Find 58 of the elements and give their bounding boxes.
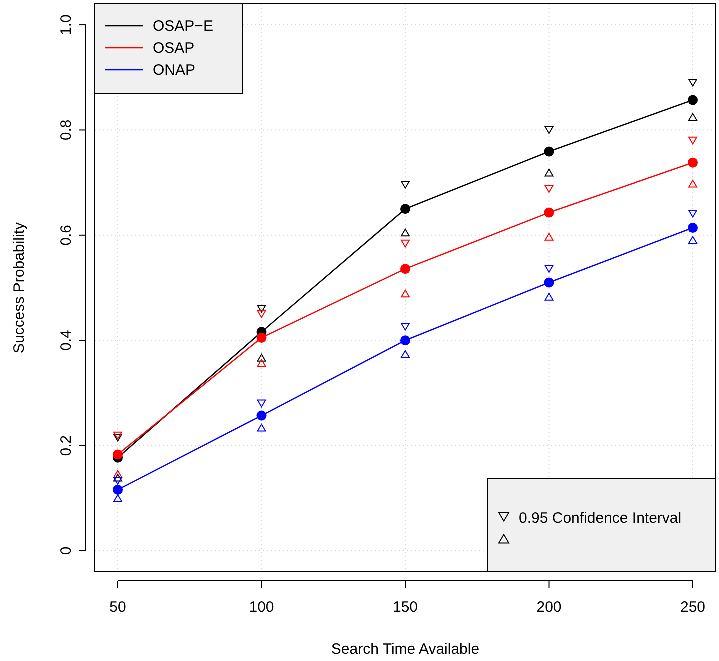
point [544, 293, 554, 301]
point [544, 278, 554, 288]
point [257, 359, 266, 368]
point [688, 95, 698, 106]
annotation: 0.95 Confidence Interval [519, 510, 682, 527]
x-tick-label: 50 [110, 599, 126, 616]
point [400, 336, 410, 346]
point [688, 180, 698, 188]
y-tick-label: 0.6 [58, 224, 75, 246]
point [257, 310, 266, 318]
point [257, 424, 266, 432]
point [401, 350, 410, 358]
y-tick-label: 0.2 [58, 435, 75, 456]
point [688, 210, 698, 218]
point [113, 484, 123, 495]
y-axis-title: Success Probability [11, 222, 28, 354]
point [688, 223, 698, 234]
point [114, 494, 122, 502]
point [544, 208, 554, 218]
x-axis-title: Search Time Available [331, 641, 480, 658]
point [114, 477, 122, 485]
legend-label: OSAP [153, 40, 195, 57]
x-tick-label: 150 [392, 599, 418, 616]
point [688, 136, 698, 145]
y-tick-label: 1.0 [58, 14, 75, 36]
point [257, 305, 266, 313]
point [544, 168, 554, 177]
point [401, 290, 410, 298]
x-tick-label: 100 [249, 599, 274, 616]
point [401, 228, 410, 237]
legend-label: ONAP [153, 62, 196, 79]
point [688, 236, 698, 244]
point [401, 323, 410, 331]
point [544, 146, 554, 157]
point [400, 204, 410, 214]
point [257, 354, 266, 362]
point [688, 78, 698, 87]
y-tick-label: 0 [58, 546, 75, 556]
point [544, 265, 554, 273]
point [400, 264, 410, 274]
point [544, 126, 554, 134]
point [544, 233, 554, 241]
x-tick-label: 250 [680, 599, 706, 616]
point [257, 400, 266, 408]
y-tick-label: 0.4 [58, 330, 75, 352]
point [114, 474, 122, 482]
point [401, 181, 410, 189]
legend-label: OSAP−E [153, 18, 214, 35]
point [114, 432, 122, 440]
x-tick-label: 200 [536, 599, 562, 616]
point [688, 158, 698, 168]
point [544, 185, 554, 194]
point [256, 410, 267, 421]
point [688, 113, 698, 121]
point [256, 332, 267, 343]
point [113, 450, 123, 460]
y-tick-label: 0.8 [58, 120, 75, 141]
point [401, 240, 410, 248]
